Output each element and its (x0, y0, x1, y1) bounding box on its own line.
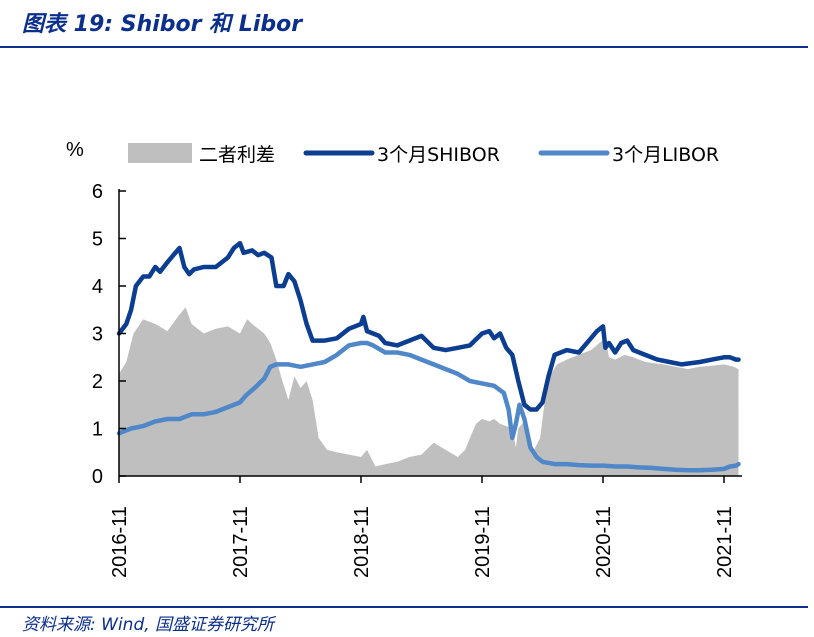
title-rule (0, 46, 808, 48)
axes: 0 1 2 3 4 5 6% 2016-11 2017-11 2018-11 2019-11 2020… (66, 139, 742, 578)
x-tick-label: 2021-11 (714, 506, 736, 578)
series-line-libor (116, 340, 741, 473)
x-tick-label: 2017-11 (230, 506, 252, 578)
y-tick-label: 0 (92, 466, 103, 488)
legend-label-libor: 3个月LIBOR (612, 144, 719, 166)
x-tick-label: 2019-11 (472, 506, 494, 578)
source-rule (0, 606, 808, 608)
x-tick-label: 2020-11 (593, 506, 615, 578)
y-tick-label: 1 (92, 419, 103, 441)
source-note: 资料来源: Wind, 国盛证券研究所 (22, 615, 275, 635)
x-tick-label: 2016-11 (109, 506, 131, 578)
y-tick-label: 3 (92, 324, 103, 346)
series-line-shibor (116, 240, 741, 412)
legend: 二者利差 3个月SHIBOR 3个月LIBOR (128, 143, 719, 166)
legend-label-spread: 二者利差 (199, 144, 275, 166)
x-tick-label: 2018-11 (351, 506, 373, 578)
legend-label-shibor: 3个月SHIBOR (377, 144, 500, 166)
y-tick-label: 6 (92, 181, 103, 203)
legend-swatch-spread (128, 143, 192, 163)
series-area-spread (119, 307, 739, 476)
y-unit-label: % (66, 139, 84, 161)
y-tick-label: 5 (92, 229, 103, 251)
y-tick-label: 4 (92, 276, 103, 298)
figure-title: 图表 19: Shibor 和 Libor (22, 12, 303, 37)
chart: 二者利差 3个月SHIBOR 3个月LIBOR 0 1 2 3 4 5 6% 2016-11 201… (66, 139, 742, 578)
plot-area (116, 240, 741, 476)
y-tick-label: 2 (92, 371, 103, 393)
